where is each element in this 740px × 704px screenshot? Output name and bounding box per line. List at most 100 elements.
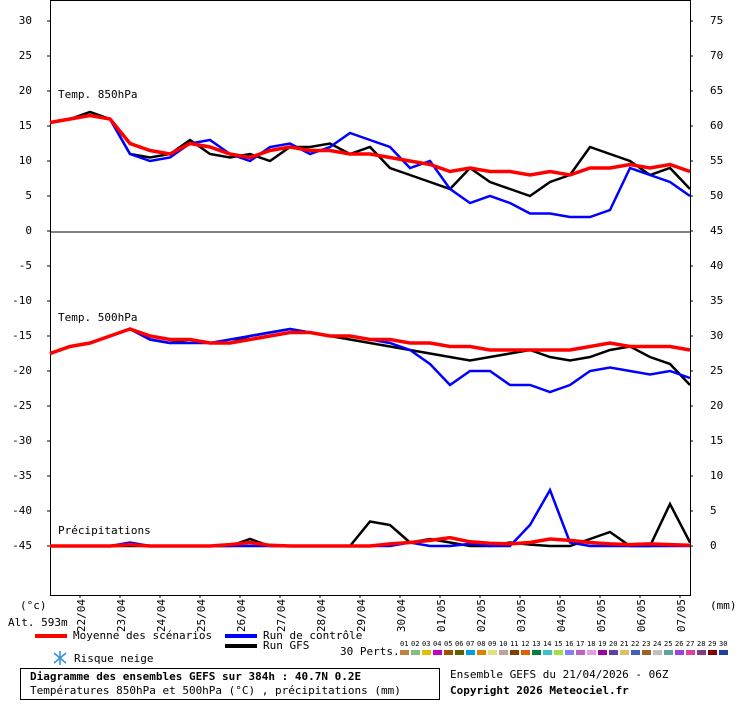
perturbation-swatch [532, 650, 541, 655]
snow-icon [53, 651, 67, 665]
x-tick-label: 07/05 [675, 599, 688, 632]
legend-label: Moyenne des scénarios [73, 629, 212, 642]
chart-title: Diagramme des ensembles GEFS sur 384h : … [30, 670, 361, 683]
perturbation-swatch [642, 650, 651, 655]
perturbation-name: 06 [455, 640, 463, 648]
x-tick-label: 30/04 [395, 599, 408, 632]
snow-label: Risque neige [74, 652, 153, 665]
perturbation-swatch [510, 650, 519, 655]
panel-label: Précipitations [58, 524, 151, 537]
series-line [49, 113, 691, 177]
perturbation-swatch [521, 650, 530, 655]
y2-tick-label: 10 [710, 469, 723, 482]
perturbation-name: 01 [400, 640, 408, 648]
perturbation-swatch [455, 650, 464, 655]
chart-subtitle: Températures 850hPa et 500hPa (°C) , pré… [30, 684, 401, 697]
title-box [20, 668, 440, 700]
y-tick-label: -20 [12, 364, 32, 377]
x-tick-label: 25/04 [195, 599, 208, 632]
perturbation-swatch [675, 650, 684, 655]
altitude: Alt. 593m [8, 616, 68, 629]
x-tick-label: 22/04 [75, 599, 88, 632]
y-tick-label: -15 [12, 329, 32, 342]
y-tick-label: -35 [12, 469, 32, 482]
perturbation-swatch [719, 650, 728, 655]
perturbation-swatch [466, 650, 475, 655]
copyright: Copyright 2026 Meteociel.fr [450, 684, 629, 697]
x-tick-label: 06/05 [635, 599, 648, 632]
perturbation-name: 29 [708, 640, 716, 648]
perturbation-name: 17 [576, 640, 584, 648]
perturbation-name: 15 [554, 640, 562, 648]
perturbation-swatch [631, 650, 640, 655]
perturbation-swatch [554, 650, 563, 655]
perturbation-name: 24 [653, 640, 661, 648]
perturbation-name: 30 [719, 640, 727, 648]
y2-tick-label: 75 [710, 14, 723, 27]
y-tick-label: -40 [12, 504, 32, 517]
y2-tick-label: 0 [710, 539, 717, 552]
perturbation-swatch [499, 650, 508, 655]
y2-tick-label: 35 [710, 294, 723, 307]
y-tick-label: 10 [19, 154, 32, 167]
y-tick-label: 5 [25, 189, 32, 202]
panel-label: Temp. 850hPa [58, 88, 137, 101]
perturbation-name: 09 [488, 640, 496, 648]
perturbation-swatch [653, 650, 662, 655]
y-tick-label: 0 [25, 224, 32, 237]
x-tick-label: 27/04 [275, 599, 288, 632]
run-label: Ensemble GEFS du 21/04/2026 - 06Z [450, 668, 669, 681]
y2-tick-label: 30 [710, 329, 723, 342]
perturbation-name: 04 [433, 640, 441, 648]
perturbation-name: 12 [521, 640, 529, 648]
perturbation-name: 28 [697, 640, 705, 648]
x-tick-label: 02/05 [475, 599, 488, 632]
series-line [49, 114, 691, 219]
y-tick-label: -25 [12, 399, 32, 412]
perturbation-name: 20 [609, 640, 617, 648]
x-tick-label: 03/05 [515, 599, 528, 632]
perturbation-name: 03 [422, 640, 430, 648]
y-tick-label: 20 [19, 84, 32, 97]
y2-tick-label: 5 [710, 504, 717, 517]
perturbation-name: 02 [411, 640, 419, 648]
y-tick-label: 25 [19, 49, 32, 62]
y-tick-label: 30 [19, 14, 32, 27]
perturbation-swatch [708, 650, 717, 655]
y2-unit: (mm) [710, 599, 737, 612]
perturbation-swatch [543, 650, 552, 655]
y2-tick-label: 15 [710, 434, 723, 447]
perturbation-swatch [400, 650, 409, 655]
series-line [49, 327, 691, 356]
perturbation-swatch [488, 650, 497, 655]
perturbation-name: 27 [686, 640, 694, 648]
y2-tick-label: 50 [710, 189, 723, 202]
y-tick-label: -30 [12, 434, 32, 447]
x-tick-label: 24/04 [155, 599, 168, 632]
perturbation-name: 18 [587, 640, 595, 648]
perturbation-name: 23 [642, 640, 650, 648]
perturbation-swatch [565, 650, 574, 655]
perturbation-name: 08 [477, 640, 485, 648]
perturbation-swatch [444, 650, 453, 655]
series-line [50, 535, 691, 548]
perturbation-name: 22 [631, 640, 639, 648]
perturbation-swatch [411, 650, 420, 655]
perturbation-swatch [477, 650, 486, 655]
perturbation-swatch [686, 650, 695, 655]
y-tick-label: -10 [12, 294, 32, 307]
plot-frame [50, 0, 691, 596]
x-tick-label: 28/04 [315, 599, 328, 632]
perturbation-name: 25 [664, 640, 672, 648]
perturbation-swatch [587, 650, 596, 655]
perturbation-swatch [598, 650, 607, 655]
perturbation-label: 30 Perts. [340, 645, 400, 658]
perturbation-swatch [664, 650, 673, 655]
perturbation-name: 05 [444, 640, 452, 648]
perturbation-name: 07 [466, 640, 474, 648]
series-line [49, 110, 691, 198]
x-tick-label: 05/05 [595, 599, 608, 632]
perturbation-name: 10 [499, 640, 507, 648]
perturbation-name: 21 [620, 640, 628, 648]
